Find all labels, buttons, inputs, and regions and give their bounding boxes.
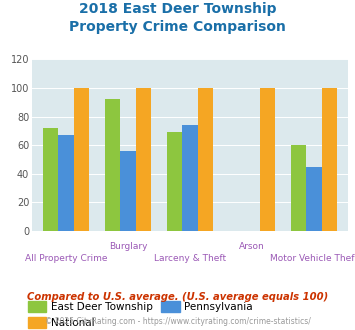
Legend: East Deer Township, National, Pennsylvania: East Deer Township, National, Pennsylvan… [28,301,252,328]
Text: Arson: Arson [239,243,265,251]
Bar [58,135,74,231]
Bar [182,125,198,231]
Text: 2018 East Deer Township: 2018 East Deer Township [79,2,276,16]
Bar [74,88,89,231]
Bar [306,167,322,231]
Text: Burglary: Burglary [109,243,147,251]
Bar [120,151,136,231]
Bar [291,145,306,231]
Text: Property Crime Comparison: Property Crime Comparison [69,20,286,34]
Text: All Property Crime: All Property Crime [25,254,107,263]
Text: Motor Vehicle Theft: Motor Vehicle Theft [270,254,355,263]
Bar [198,88,213,231]
Bar [322,88,337,231]
Text: © 2025 CityRating.com - https://www.cityrating.com/crime-statistics/: © 2025 CityRating.com - https://www.city… [45,317,310,326]
Bar [105,99,120,231]
Bar [136,88,151,231]
Bar [43,128,58,231]
Bar [260,88,275,231]
Text: Compared to U.S. average. (U.S. average equals 100): Compared to U.S. average. (U.S. average … [27,292,328,302]
Text: Larceny & Theft: Larceny & Theft [154,254,226,263]
Bar [167,132,182,231]
